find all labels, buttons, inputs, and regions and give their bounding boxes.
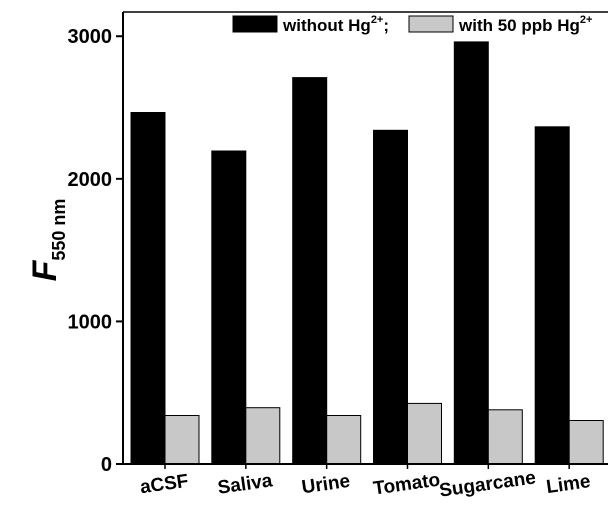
bar-series-1-acsf bbox=[130, 112, 166, 465]
bar-series-1-urine bbox=[292, 77, 328, 465]
bar-series-2-sugarcane bbox=[487, 409, 523, 465]
legend-label-series-2: with 50 ppb Hg2+ bbox=[458, 14, 592, 35]
y-tick-label: 1000 bbox=[68, 311, 113, 333]
bar-series-1-tomato bbox=[373, 129, 408, 465]
bar-series-2-lime bbox=[568, 420, 604, 465]
bar-series-1-lime bbox=[534, 126, 570, 465]
bar-series-2-saliva bbox=[245, 407, 281, 465]
legend-swatch-series-2 bbox=[408, 15, 454, 33]
legend: without Hg2+; with 50 ppb Hg2+ bbox=[232, 14, 592, 35]
y-tick-label: 0 bbox=[101, 454, 112, 476]
legend-swatch-series-1 bbox=[232, 15, 278, 33]
bar-series-2-acsf bbox=[164, 415, 200, 465]
y-tick-label: 3000 bbox=[68, 26, 113, 48]
bars-group bbox=[130, 41, 604, 465]
legend-label-series-1: without Hg2+; bbox=[282, 14, 389, 35]
bar-series-2-tomato bbox=[407, 402, 442, 465]
y-ticks-group: 0 1000 2000 3000 bbox=[68, 26, 123, 476]
y-axis-label-main: F bbox=[26, 259, 64, 281]
bar-series-2-urine bbox=[326, 415, 362, 465]
y-tick-label: 2000 bbox=[68, 169, 113, 191]
y-axis-label: F550 nm bbox=[26, 199, 69, 282]
bar-series-1-sugarcane bbox=[453, 41, 489, 465]
y-axis-label-sub: 550 nm bbox=[49, 199, 69, 261]
bar-series-1-saliva bbox=[211, 150, 247, 465]
